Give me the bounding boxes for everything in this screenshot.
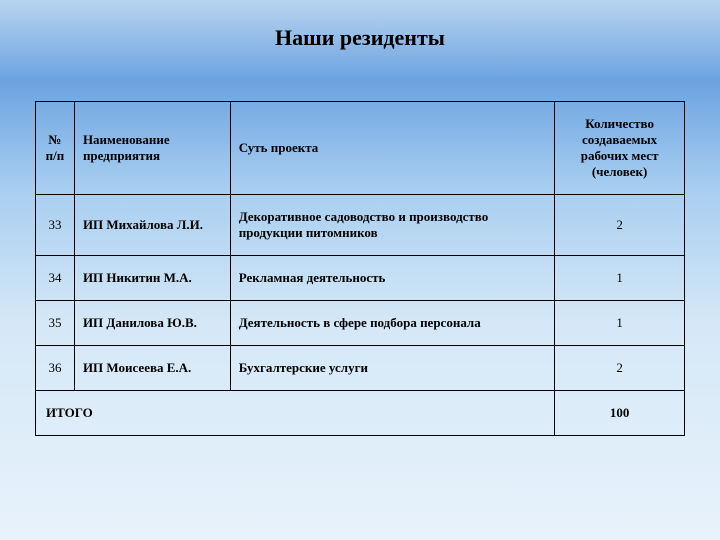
cell-count: 2 [555, 346, 685, 391]
cell-name: ИП Михайлова Л.И. [74, 195, 230, 256]
table-body: 33 ИП Михайлова Л.И. Декоративное садово… [36, 195, 685, 436]
slide: Наши резиденты № п/п Наименование предпр… [0, 0, 720, 540]
table-row: 36 ИП Моисеева Е.А. Бухгалтерские услуги… [36, 346, 685, 391]
page-title: Наши резиденты [30, 25, 690, 51]
header-name: Наименование предприятия [74, 102, 230, 195]
table-head: № п/п Наименование предприятия Суть прое… [36, 102, 685, 195]
residents-table: № п/п Наименование предприятия Суть прое… [35, 101, 685, 436]
cell-name: ИП Никитин М.А. [74, 256, 230, 301]
cell-count: 2 [555, 195, 685, 256]
cell-num: 36 [36, 346, 75, 391]
total-label: ИТОГО [36, 391, 555, 436]
cell-count: 1 [555, 256, 685, 301]
cell-desc: Рекламная деятельность [230, 256, 555, 301]
total-value: 100 [555, 391, 685, 436]
cell-desc: Бухгалтерские услуги [230, 346, 555, 391]
cell-name: ИП Моисеева Е.А. [74, 346, 230, 391]
cell-desc: Деятельность в сфере подбора персонала [230, 301, 555, 346]
cell-num: 33 [36, 195, 75, 256]
cell-name: ИП Данилова Ю.В. [74, 301, 230, 346]
header-desc: Суть проекта [230, 102, 555, 195]
table-header-row: № п/п Наименование предприятия Суть прое… [36, 102, 685, 195]
table-row: 33 ИП Михайлова Л.И. Декоративное садово… [36, 195, 685, 256]
header-count: Количество создаваемых рабочих мест (чел… [555, 102, 685, 195]
header-num: № п/п [36, 102, 75, 195]
table-row: 34 ИП Никитин М.А. Рекламная деятельност… [36, 256, 685, 301]
cell-num: 34 [36, 256, 75, 301]
table-row: 35 ИП Данилова Ю.В. Деятельность в сфере… [36, 301, 685, 346]
cell-count: 1 [555, 301, 685, 346]
cell-num: 35 [36, 301, 75, 346]
table-container: № п/п Наименование предприятия Суть прое… [30, 101, 690, 436]
table-total-row: ИТОГО 100 [36, 391, 685, 436]
cell-desc: Декоративное садоводство и производство … [230, 195, 555, 256]
